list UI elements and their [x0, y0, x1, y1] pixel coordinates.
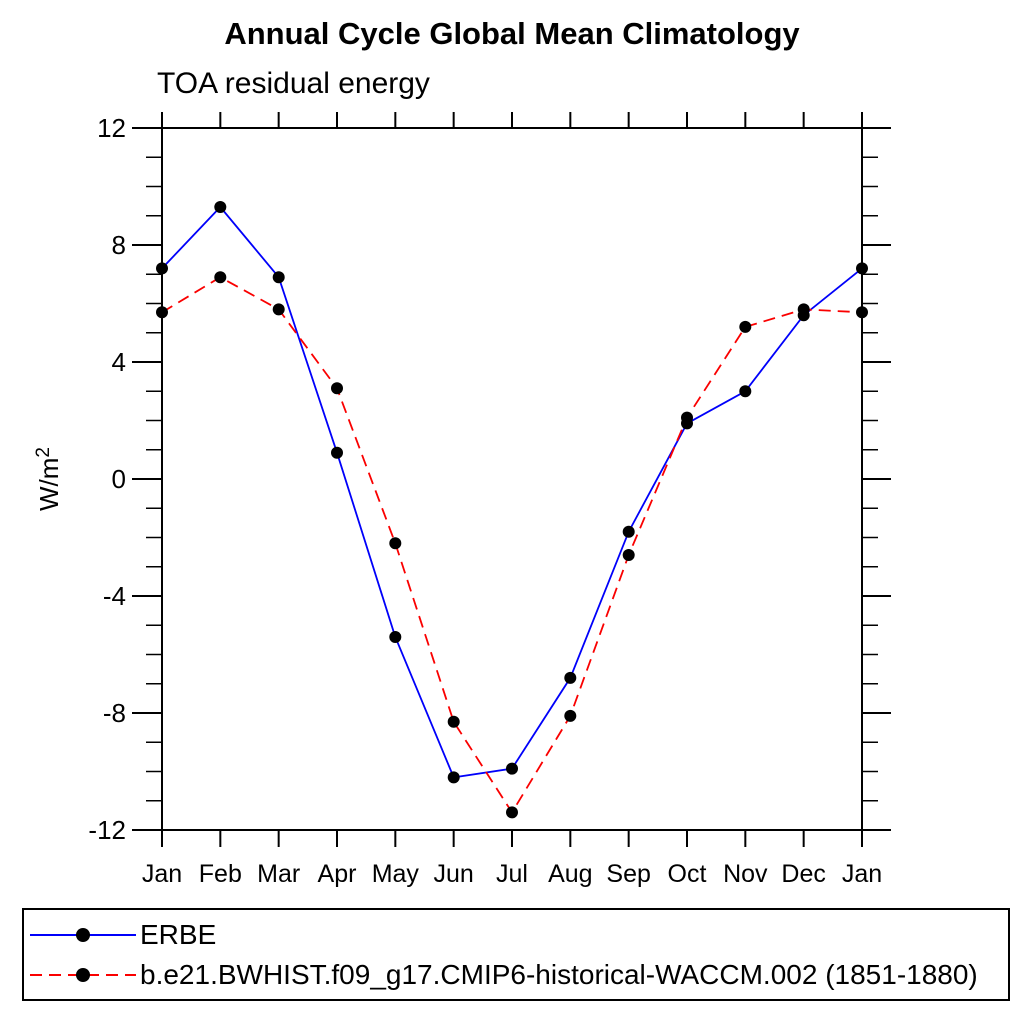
x-tick-label: Nov: [723, 860, 768, 888]
x-tick-label: Apr: [318, 860, 357, 888]
y-tick-label: 12: [97, 113, 126, 143]
chart-subtitle: TOA residual energy: [157, 67, 430, 100]
y-tick-label: -4: [103, 581, 126, 611]
data-point-marker: [564, 671, 577, 684]
legend-entry-model: b.e21.BWHIST.f09_g17.CMIP6-historical-WA…: [30, 955, 1008, 995]
y-tick-label: 0: [112, 464, 126, 494]
data-point-marker: [447, 715, 460, 728]
data-point-marker: [506, 762, 518, 775]
legend-label-model: b.e21.BWHIST.f09_g17.CMIP6-historical-WA…: [140, 958, 978, 990]
legend-label-erbe: ERBE: [140, 918, 217, 950]
y-axis-title: W/m2: [33, 447, 64, 511]
data-point-marker: [447, 771, 460, 784]
data-point-marker: [272, 303, 285, 316]
x-tick-label: Mar: [257, 860, 300, 888]
x-tick-label: Jan: [842, 860, 882, 888]
y-tick-label: -8: [103, 698, 126, 728]
data-point-marker: [856, 306, 868, 319]
data-point-marker: [564, 709, 577, 722]
data-point-marker: [272, 271, 285, 284]
x-tick-label: Jul: [496, 860, 528, 888]
x-tick-label: Aug: [548, 860, 592, 888]
chart-canvas: Jan Feb Mar Apr May Jun Jul Aug Sep Oct Nov Dec Jan-…: [33, 112, 891, 888]
x-tick-label: Feb: [199, 860, 242, 888]
chart-title: Annual Cycle Global Mean Climatology: [224, 16, 800, 51]
data-point-marker: [622, 525, 635, 538]
chart-legend: ERBE b.e21.BWHIST.f09_g17.CMIP6-historic…: [22, 908, 1010, 1001]
legend-sample-marker: [76, 967, 90, 982]
data-point-marker: [214, 271, 227, 284]
data-point-marker: [389, 537, 402, 550]
axes: Jan Feb Mar Apr May Jun Jul Aug Sep Oct Nov Dec Jan-…: [33, 112, 891, 888]
x-tick-label: May: [372, 860, 420, 888]
data-point-marker: [739, 385, 752, 398]
data-point-marker: [506, 806, 518, 819]
data-point-marker: [856, 262, 868, 275]
data-point-marker: [681, 411, 693, 424]
legend-line-sample-model: [30, 967, 136, 982]
y-tick-label: 4: [112, 347, 126, 377]
data-point-marker: [739, 320, 752, 333]
x-tick-label: Jun: [434, 860, 474, 888]
data-point-marker: [389, 631, 402, 643]
series-line-1: [161, 276, 863, 815]
x-tick-label: Oct: [668, 860, 707, 888]
x-tick-label: Sep: [606, 860, 650, 888]
data-point-marker: [156, 306, 168, 319]
x-tick-label: Jan: [142, 860, 182, 888]
data-point-marker: [797, 303, 810, 316]
x-tick-label: Dec: [781, 860, 825, 888]
legend-entry-erbe: ERBE: [30, 915, 1008, 955]
y-tick-label: -12: [88, 815, 126, 845]
y-tick-label: 8: [112, 230, 126, 260]
data-point-marker: [622, 549, 635, 561]
data-point-marker: [156, 262, 168, 275]
legend-sample-marker: [76, 927, 90, 942]
series-line-0: [161, 205, 863, 779]
data-point-marker: [214, 201, 227, 213]
data-point-marker: [331, 382, 343, 395]
legend-line-sample-erbe: [30, 927, 136, 942]
data-point-marker: [331, 446, 343, 459]
